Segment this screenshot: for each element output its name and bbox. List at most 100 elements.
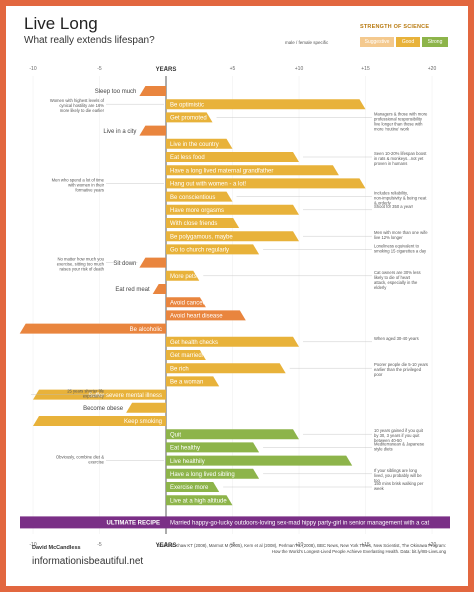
legend-good: Good xyxy=(396,37,420,47)
tick-label-bottom: -5 xyxy=(97,542,102,548)
page-subtitle: What really extends lifespan? xyxy=(24,35,155,46)
bar-label: Live at a high altitude xyxy=(170,498,227,504)
bar-label: More pets xyxy=(170,274,197,280)
tick-label: +20 xyxy=(428,66,437,72)
note-line: proven in humans xyxy=(374,161,407,166)
tick-label-bottom: +15 xyxy=(361,542,370,548)
bar xyxy=(33,416,166,426)
note-line: lived, you probably will be xyxy=(374,473,422,478)
bar-label: Be optimistic xyxy=(170,102,204,108)
bar-note: Women with highest levels of cynical host… xyxy=(50,98,105,113)
bar-label: Have a long lived maternal grandfather xyxy=(170,168,273,174)
note-line: live 12% longer xyxy=(374,235,403,240)
bar-label: Suffer severe mental illness xyxy=(88,393,162,399)
note-line: Men with more than one wife xyxy=(374,230,428,235)
bar-label: Go to church regularly xyxy=(170,248,229,254)
note-line: poor xyxy=(374,372,383,377)
page-frame: Live Long What really extends lifespan? … xyxy=(6,6,468,586)
bar xyxy=(166,363,286,374)
note-line: raises your risk of death xyxy=(60,267,105,272)
tick-label: +5 xyxy=(230,66,236,72)
bar-label: Avoid heart disease xyxy=(170,314,223,320)
note-line: Includes reliability, xyxy=(374,191,408,196)
bar-label: Sit down xyxy=(113,261,136,267)
bar-label: Exercise more xyxy=(170,485,209,491)
note-line: style diets xyxy=(374,446,393,451)
bar-note: When aged 30-40 years xyxy=(374,336,419,341)
legend-suggestive: Suggestive xyxy=(360,37,394,47)
lifespan-chart: -10 -10 -5 -5 0 0 +5 +5 +10 +10 +15 +15 +20 +20 YEARS Y… xyxy=(19,66,450,549)
note-line: cynical hostility are 16% xyxy=(59,103,104,108)
strength-legend-title: STRENGTH OF SCIENCE xyxy=(360,24,430,30)
bar-label: Be rich xyxy=(170,366,189,372)
bar xyxy=(166,152,299,162)
bar xyxy=(166,310,246,321)
bar-note: Mediterranean & Japanese style diets xyxy=(374,441,425,451)
bar xyxy=(166,165,339,176)
bar xyxy=(152,284,166,294)
note-line: Loneliness equivalent to xyxy=(374,243,420,248)
bar-label: Keep smoking xyxy=(124,419,162,425)
bar-label: Be a woman xyxy=(170,380,203,386)
note-line: attack, especially in the xyxy=(374,280,418,285)
bar-note: Cat owners are 30% less likely to die of … xyxy=(374,270,421,290)
note-line: Managers & those with more xyxy=(374,111,428,116)
author-credit: David McCandless xyxy=(32,545,81,551)
bar xyxy=(139,257,166,268)
bar-label: Get married! xyxy=(170,353,204,359)
bar-note: Managers & those with more professional r… xyxy=(374,111,428,131)
bar xyxy=(166,336,299,347)
bar-label: Eat less food xyxy=(170,155,205,161)
note-line: When aged 30-40 years xyxy=(374,336,419,341)
bar-label: Live in a city xyxy=(103,129,136,135)
bar-label: Get health checks xyxy=(170,340,218,346)
bar-label: Eat red meat xyxy=(115,287,150,293)
bar-label: Be alcoholic xyxy=(130,327,162,333)
note-line: exercise xyxy=(88,460,104,465)
note-line: 150 mins brisk walking per xyxy=(374,481,424,486)
bar-label: Hang out with women - a lot! xyxy=(170,182,246,188)
note-line: earlier than the privileged xyxy=(374,367,422,372)
bar xyxy=(166,244,260,255)
bar xyxy=(166,429,299,440)
bar-note: Loneliness equivalent to smoking 15 cigar… xyxy=(374,243,427,253)
note-line: Shoot for 350 a year! xyxy=(374,204,413,209)
tick-label: 0 xyxy=(165,66,168,72)
bar xyxy=(166,138,233,149)
note-line: Cat owners are 30% less xyxy=(374,270,421,275)
note-line: likely to die of heart xyxy=(374,275,411,280)
bar xyxy=(139,125,166,136)
sources-text: Sources: Khaw KT (2008), Marmot M (2005)… xyxy=(157,543,446,554)
bar-note: Men who spend a lot of time with women in… xyxy=(52,177,105,192)
bar xyxy=(166,218,240,228)
bar xyxy=(166,468,260,479)
note-line: Poorer people die 5-10 years xyxy=(374,362,428,367)
bar-note: 10 years gained if you quit by 30, 3 year… xyxy=(374,428,424,443)
tick-label-bottom: +5 xyxy=(230,542,236,548)
x-axis-label: YEARS xyxy=(156,67,177,73)
note-line: more likely to die earlier xyxy=(60,108,105,113)
tick-label: +10 xyxy=(295,66,304,72)
bar-label: Eat healthy xyxy=(170,446,200,452)
bar-note: 25 years shorter life expectancy xyxy=(67,389,105,399)
bar xyxy=(19,323,167,334)
bar-note: Seen 10-20% lifespan boost in rats & monk… xyxy=(374,151,427,166)
note-line: No matter how much you xyxy=(57,257,104,262)
bar-label: Sleep too much xyxy=(95,89,137,95)
tick-label: +15 xyxy=(361,66,370,72)
bar-label: Quit xyxy=(170,432,181,438)
bar-label: Be polygamous, maybe xyxy=(170,234,233,240)
bar-label: Get promoted xyxy=(170,116,207,122)
bar-note: Obviously, combine diet & exercise xyxy=(56,455,105,465)
bar xyxy=(166,442,260,453)
note-line: between 40-50 xyxy=(374,438,402,443)
note-line: more 'routine' work xyxy=(374,126,410,131)
site-name: informationisbeautiful.net xyxy=(32,556,144,567)
note-line: professional responsibility xyxy=(374,116,423,121)
ultimate-text: Married happy-go-lucky outdoors-loving s… xyxy=(170,521,429,527)
bar xyxy=(166,297,206,308)
bar-label: Have a long lived sibling xyxy=(170,472,235,478)
bar-label: Become obese xyxy=(83,406,124,412)
bar-label: Avoid cancer xyxy=(170,300,205,306)
bar xyxy=(166,99,366,110)
